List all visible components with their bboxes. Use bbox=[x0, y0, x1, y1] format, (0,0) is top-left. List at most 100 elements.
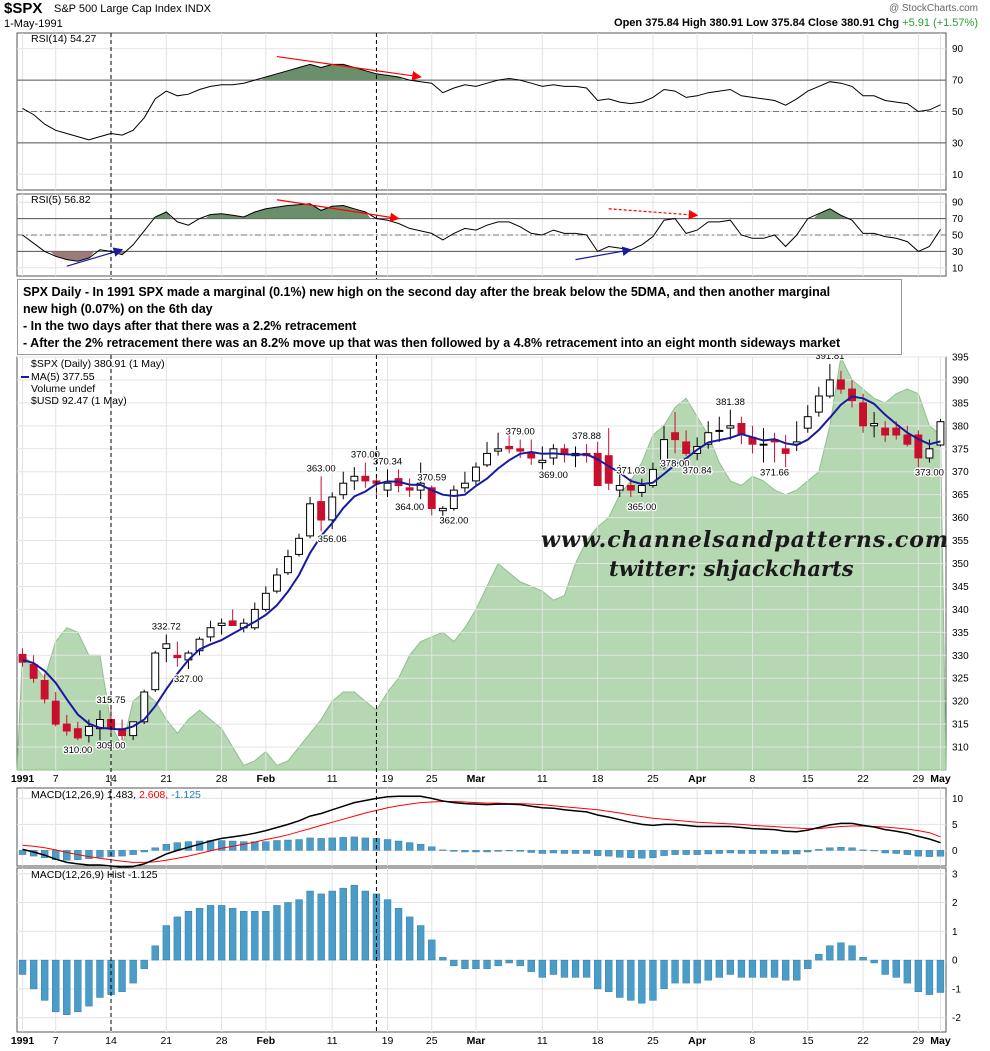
macd-signal-line bbox=[22, 801, 941, 863]
hist-bar bbox=[406, 916, 414, 961]
hist-y-tick-label: -2 bbox=[952, 1013, 961, 1024]
trend-arrow bbox=[575, 246, 632, 261]
hist-bar bbox=[417, 925, 425, 961]
x-tick-label: 25 bbox=[647, 1035, 659, 1047]
chart-date: 1-May-1991 bbox=[4, 18, 63, 30]
macd-hist-bar bbox=[627, 850, 635, 858]
hist-bar bbox=[693, 959, 701, 984]
macd-hist-bar bbox=[903, 850, 912, 855]
hist-bar bbox=[582, 959, 591, 978]
candle-body bbox=[85, 725, 93, 737]
macd-hist-bar bbox=[815, 849, 823, 851]
hist-bar bbox=[815, 954, 823, 961]
macd-hist-bar bbox=[195, 840, 204, 851]
hist-bar bbox=[361, 890, 369, 961]
hist-bar bbox=[793, 959, 801, 981]
hist-bar bbox=[870, 959, 878, 964]
candle-body bbox=[284, 556, 292, 574]
macd-hist-bar bbox=[770, 850, 779, 854]
hist-bar bbox=[383, 899, 392, 961]
macd-hist-bar bbox=[162, 844, 170, 851]
rsi14-overbought-fill bbox=[503, 78, 515, 81]
candle-body bbox=[18, 653, 27, 663]
candle-body bbox=[295, 537, 304, 555]
macd-hist-bar bbox=[63, 850, 71, 861]
macd-hist-bar bbox=[925, 850, 934, 857]
rsi5-y-tick-label: 10 bbox=[952, 263, 964, 274]
open-label: Open bbox=[614, 17, 643, 29]
candle-body bbox=[914, 434, 923, 459]
candle-body bbox=[527, 452, 536, 459]
macd-hist-bar bbox=[704, 850, 712, 855]
price-value-label: 370.00 bbox=[351, 450, 380, 461]
hist-bar bbox=[660, 959, 668, 990]
x-tick-label: 28 bbox=[216, 773, 228, 785]
hist-bar bbox=[85, 959, 93, 1007]
x-tick-label: 21 bbox=[160, 773, 172, 785]
hist-bar bbox=[516, 959, 524, 967]
rsi5-y-tick-label: 50 bbox=[952, 231, 964, 242]
macd-hist-bar bbox=[306, 837, 314, 851]
annotation-line-1: SPX Daily - In 1991 SPX made a marginal … bbox=[23, 285, 831, 299]
ohlc-readout: Open 375.84 High 380.91 Low 375.84 Close… bbox=[614, 17, 978, 29]
macd-hist-bar bbox=[693, 850, 701, 855]
hist-bar bbox=[461, 959, 469, 969]
x-tick-label: May bbox=[930, 773, 951, 785]
macd-hist-bar bbox=[782, 850, 790, 855]
x-tick-label: 8 bbox=[750, 1035, 756, 1047]
price-legend-title: $SPX (Daily) 380.91 (1 May) bbox=[31, 358, 165, 370]
x-tick-label: Feb bbox=[257, 773, 276, 785]
candle-body bbox=[704, 432, 713, 445]
hist-bar bbox=[41, 959, 49, 1001]
hist-bar bbox=[483, 959, 491, 969]
hist-bar bbox=[394, 908, 403, 961]
macd-y-tick-label: 5 bbox=[952, 820, 958, 831]
candle-body bbox=[626, 485, 635, 491]
macd-hist-bar bbox=[715, 850, 724, 854]
candle-body bbox=[715, 429, 724, 432]
x-tick-label: Feb bbox=[257, 1035, 276, 1047]
candle-body bbox=[317, 501, 326, 521]
price-y-tick-label: 340 bbox=[952, 605, 969, 616]
candle-body bbox=[29, 664, 38, 679]
hist-bar bbox=[848, 945, 856, 961]
rsi5-y-tick-label: 30 bbox=[952, 247, 964, 258]
macd-hist-bar bbox=[494, 850, 502, 852]
hist-bar bbox=[638, 959, 646, 1004]
x-tick-label: 22 bbox=[857, 773, 869, 785]
candle-body bbox=[726, 425, 735, 429]
macd-hist-bar bbox=[549, 850, 558, 854]
hist-bar bbox=[317, 893, 325, 961]
macd-hist-bar bbox=[118, 850, 126, 857]
hist-bar bbox=[63, 959, 71, 1015]
hist-bar bbox=[737, 959, 746, 978]
candle-body bbox=[173, 654, 182, 659]
price-legend-volume: Volume undef bbox=[31, 383, 95, 395]
macd-hist-bar bbox=[560, 850, 569, 854]
candle-body bbox=[483, 452, 492, 466]
rsi5-y-tick-label: 90 bbox=[952, 198, 964, 209]
candle-body bbox=[151, 652, 160, 691]
hist-bar bbox=[206, 905, 215, 961]
price-value-label: 370.84 bbox=[683, 465, 712, 476]
price-y-tick-label: 385 bbox=[952, 398, 969, 409]
x-tick-label: 25 bbox=[647, 773, 659, 785]
candle-body bbox=[129, 721, 138, 737]
macd-hist-bar bbox=[516, 850, 524, 852]
x-tick-label: May bbox=[930, 1035, 951, 1047]
hist-bar bbox=[240, 911, 248, 961]
hist-bar bbox=[18, 959, 27, 975]
hist-bar bbox=[560, 959, 569, 978]
macd-y-tick-label: 0 bbox=[952, 846, 958, 857]
macd-hist-bar bbox=[726, 850, 735, 854]
hist-bar bbox=[605, 959, 613, 992]
x-tick-label: 7 bbox=[53, 1035, 59, 1047]
price-y-tick-label: 310 bbox=[952, 743, 969, 754]
candle-body bbox=[438, 507, 447, 512]
macd-hist-bar bbox=[328, 837, 336, 851]
price-y-tick-label: 370 bbox=[952, 467, 969, 478]
candle-body bbox=[51, 700, 60, 725]
rsi5-y-tick-label: 70 bbox=[952, 214, 964, 225]
macd-hist-bar bbox=[428, 846, 436, 851]
candle-body bbox=[671, 432, 679, 441]
